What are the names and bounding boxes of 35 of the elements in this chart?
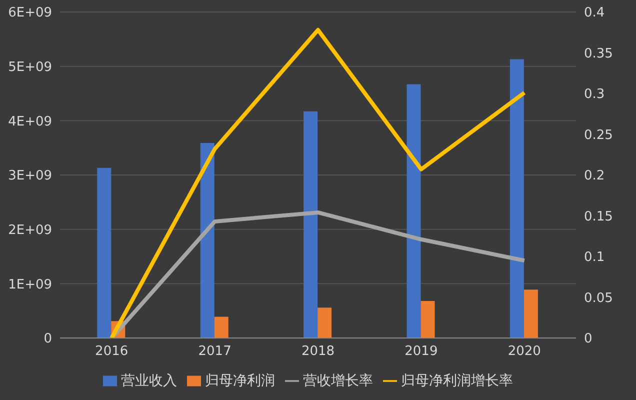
y2-tick-label: 0 xyxy=(584,332,592,347)
bar xyxy=(97,168,112,338)
y-tick-label: 3E+09 xyxy=(8,168,52,184)
legend-label: 营收增长率 xyxy=(303,373,373,389)
legend-label: 营业收入 xyxy=(121,373,177,389)
y2-tick-label: 0.25 xyxy=(584,128,613,143)
bar xyxy=(304,111,318,338)
y2-tick-label: 0.15 xyxy=(584,209,613,224)
y2-tick-label: 0.2 xyxy=(584,168,605,184)
bar xyxy=(200,142,214,338)
line-series xyxy=(110,28,526,338)
legend-label: 归母净利润 xyxy=(205,373,275,389)
y2-tick-label: 0.05 xyxy=(584,290,613,306)
x-tick-label: 2016 xyxy=(95,344,128,360)
y2-tick-label: 0.4 xyxy=(584,6,605,21)
y2-tick-label: 0.1 xyxy=(584,250,605,266)
bar xyxy=(510,59,524,338)
bar xyxy=(318,308,332,338)
bar xyxy=(524,290,538,338)
x-tick-label: 2018 xyxy=(301,344,335,360)
x-tick-label: 2019 xyxy=(404,344,438,360)
bar xyxy=(406,84,421,338)
y-tick-label: 0 xyxy=(44,332,52,347)
y-tick-label: 1E+09 xyxy=(8,277,52,292)
x-tick-label: 2020 xyxy=(508,344,541,360)
x-tick-label: 2017 xyxy=(198,344,232,360)
y-tick-label: 2E+09 xyxy=(8,222,52,238)
bar xyxy=(420,301,435,338)
y2-tick-label: 0.35 xyxy=(584,46,613,62)
y-tick-label: 6E+09 xyxy=(8,6,52,21)
bar xyxy=(214,316,228,338)
y2-tick-label: 0.3 xyxy=(584,87,605,102)
legend-label: 归母净利润增长率 xyxy=(401,373,513,389)
y-tick-label: 4E+09 xyxy=(8,114,52,130)
y-tick-label: 5E+09 xyxy=(8,60,52,75)
